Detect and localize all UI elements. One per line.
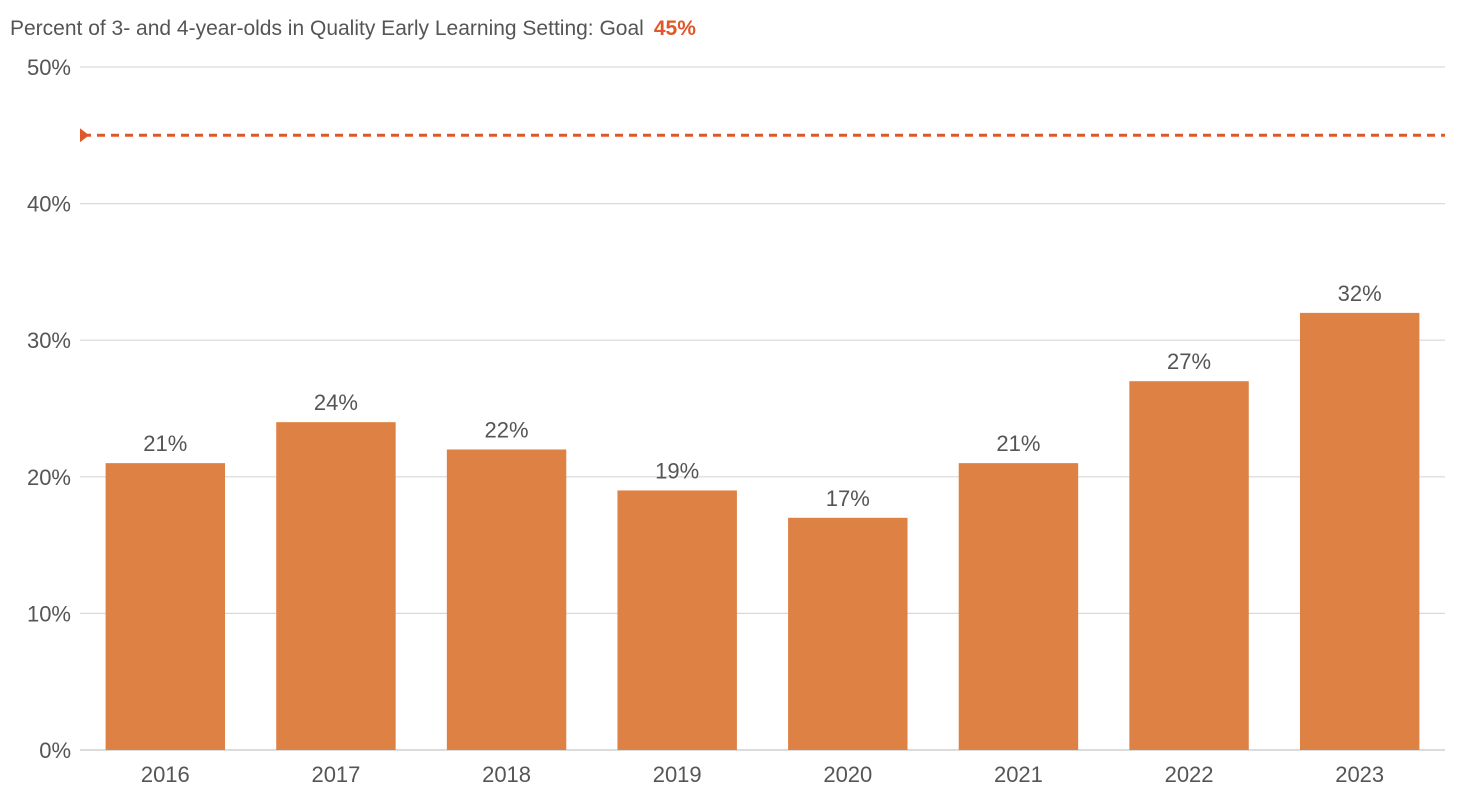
bar-2017: [276, 422, 396, 750]
x-tick-label: 2018: [482, 762, 531, 787]
x-tick-label: 2017: [311, 762, 360, 787]
goal-marker: [80, 128, 89, 143]
chart-title: Percent of 3- and 4-year-olds in Quality…: [10, 17, 696, 40]
data-labels: 21% 24% 22% 19% 17% 21% 27% 32%: [143, 281, 1381, 511]
x-tick-label: 2016: [141, 762, 190, 787]
x-tick-label: 2020: [823, 762, 872, 787]
y-tick-label: 10%: [27, 601, 71, 626]
bars: [105, 312, 1420, 750]
data-label: 24%: [314, 390, 358, 415]
goal-line-group: [80, 128, 1445, 143]
bar-2016: [105, 463, 226, 750]
chart-title-text: Percent of 3- and 4-year-olds in Quality…: [10, 17, 644, 40]
y-axis: 0% 10% 20% 30% 40% 50%: [27, 55, 71, 763]
data-label: 27%: [1167, 349, 1211, 374]
data-label: 32%: [1338, 281, 1382, 306]
y-tick-label: 50%: [27, 55, 71, 80]
data-label: 17%: [826, 486, 870, 511]
bar-2021: [958, 463, 1079, 750]
y-tick-label: 30%: [27, 328, 71, 353]
y-tick-label: 40%: [27, 192, 71, 217]
bar-2018: [446, 449, 567, 750]
goal-value-label: 45%: [654, 17, 696, 40]
data-label: 21%: [996, 431, 1040, 456]
x-tick-label: 2019: [653, 762, 702, 787]
data-label: 19%: [655, 458, 699, 483]
data-label: 22%: [485, 417, 529, 442]
bar-2019: [617, 490, 737, 750]
bar-2020: [788, 517, 908, 750]
x-tick-label: 2021: [994, 762, 1043, 787]
x-tick-label: 2022: [1165, 762, 1214, 787]
bar-2022: [1129, 381, 1249, 750]
bar-2023: [1299, 312, 1420, 750]
y-tick-label: 0%: [39, 738, 71, 763]
data-label: 21%: [143, 431, 187, 456]
x-tick-label: 2023: [1335, 762, 1384, 787]
x-axis: 2016 2017 2018 2019 2020 2021 2022 2023: [141, 762, 1384, 787]
y-tick-label: 20%: [27, 465, 71, 490]
